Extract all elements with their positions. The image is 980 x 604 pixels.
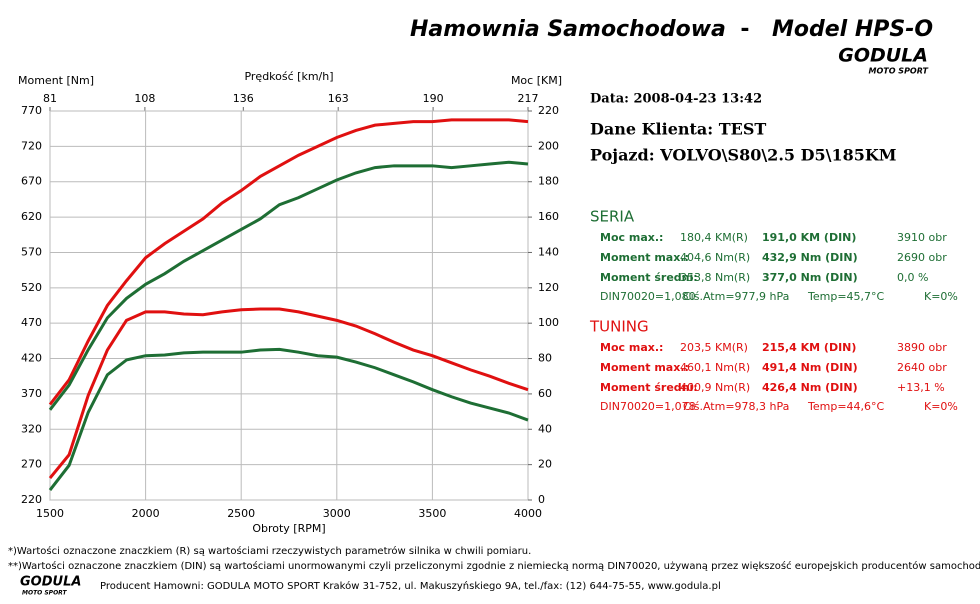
- y-tick-label: 420: [21, 352, 42, 365]
- panel-footer: DIN70020=1,080: [600, 290, 696, 303]
- panel-cell: Moment średni:: [600, 381, 698, 394]
- panel-footer: Temp=44,6°C: [807, 400, 885, 413]
- y2-tick-label: 80: [538, 352, 552, 365]
- panel-cell: 432,9 Nm (DIN): [762, 251, 858, 264]
- x-axis-label: Obroty [RPM]: [252, 522, 325, 535]
- y2-tick-label: 40: [538, 422, 552, 435]
- panel-cell: 400,9 Nm(R): [680, 381, 750, 394]
- panel-cell: 3890 obr: [897, 341, 947, 354]
- footnote: **)Wartości oznaczone znaczkiem (DIN) są…: [8, 560, 980, 572]
- panel-footer: Temp=45,7°C: [807, 290, 885, 303]
- y2-tick-label: 120: [538, 281, 559, 294]
- panel-footer: Ciś.Atm=977,9 hPa: [683, 290, 789, 303]
- panel-cell: 215,4 KM (DIN): [762, 341, 856, 354]
- y2-tick-label: 220: [538, 104, 559, 117]
- y-tick-label: 670: [21, 175, 42, 188]
- seria-panel: SERIA Moc max.: 180,4 KM(R) 191,0 KM (DIN) 3…: [590, 208, 958, 304]
- y-tick-label: 620: [21, 210, 42, 223]
- y-tick-label: 520: [21, 281, 42, 294]
- x-tick-label: 2000: [132, 507, 160, 520]
- panel-footer: Ciś.Atm=978,3 hPa: [683, 400, 789, 413]
- y-tick-label: 570: [21, 245, 42, 258]
- y-tick-label: 320: [21, 422, 42, 435]
- panel-cell: 180,4 KM(R): [680, 231, 748, 244]
- logo: GODULA: [838, 45, 928, 67]
- panel-cell: 426,4 Nm (DIN): [762, 381, 858, 394]
- y-tick-label: 470: [21, 316, 42, 329]
- panel-footer: DIN70020=1,078: [600, 400, 696, 413]
- separator: -: [740, 17, 749, 42]
- panel-cell: 0,0 %: [897, 271, 928, 284]
- x2-tick-label: 190: [423, 92, 444, 105]
- panel-cell: 2690 obr: [897, 251, 947, 264]
- panel-title: TUNING: [589, 318, 649, 336]
- panel-cell: +13,1 %: [897, 381, 945, 394]
- panel-cell: 353,8 Nm(R): [680, 271, 750, 284]
- y2-tick-label: 0: [538, 493, 545, 506]
- x-tick-label: 2500: [227, 507, 255, 520]
- model: Model HPS-O: [772, 17, 933, 42]
- tuning-panel: TUNING Moc max.: 203,5 KM(R) 215,4 KM (DIN)…: [589, 318, 958, 414]
- curve: [48, 347, 529, 492]
- y2-tick-label: 20: [538, 458, 552, 471]
- y-tick-label: 370: [21, 387, 42, 400]
- client: Dane Klienta: TEST: [590, 120, 766, 139]
- logo-sub: MOTO SPORT: [869, 67, 929, 76]
- x2-tick-label: 136: [233, 92, 254, 105]
- x-tick-label: 4000: [514, 507, 542, 520]
- y-tick-label: 720: [21, 139, 42, 152]
- panel-title: SERIA: [590, 208, 635, 226]
- panel-cell: 191,0 KM (DIN): [762, 231, 856, 244]
- x-tick-label: 3000: [323, 507, 351, 520]
- y2-tick-label: 200: [538, 139, 559, 152]
- panel-cell: 460,1 Nm(R): [680, 361, 750, 374]
- panel-cell: 203,5 KM(R): [680, 341, 748, 354]
- y-tick-label: 220: [21, 493, 42, 506]
- panel-cell: Moment max.:: [600, 361, 689, 374]
- panel-cell: Moment średni:: [600, 271, 698, 284]
- y2-tick-label: 60: [538, 387, 552, 400]
- y-tick-label: 770: [21, 104, 42, 117]
- panel-cell: 3910 obr: [897, 231, 947, 244]
- logo-sub: MOTO SPORT: [22, 590, 68, 597]
- curve: [48, 160, 529, 411]
- x2-tick-label: 81: [43, 92, 57, 105]
- panel-cell: Moc max.:: [600, 231, 663, 244]
- date: Data: 2008-04-23 13:42: [590, 92, 762, 107]
- x-tick-label: 3500: [418, 507, 446, 520]
- y-axis-label: Moment [Nm]: [18, 74, 94, 87]
- y-tick-label: 270: [21, 458, 42, 471]
- y2-axis-label: Moc [KM]: [511, 74, 562, 87]
- panel-cell: 404,6 Nm(R): [680, 251, 750, 264]
- plot-area: [49, 110, 529, 501]
- x2-tick-label: 217: [518, 92, 539, 105]
- y2-tick-label: 180: [538, 175, 559, 188]
- x2-tick-label: 108: [134, 92, 155, 105]
- footnote: *)Wartości oznaczone znaczkiem (R) są wa…: [8, 545, 531, 557]
- panel-cell: Moment max.:: [600, 251, 689, 264]
- x2-tick-label: 163: [328, 92, 349, 105]
- title: Hamownia Samochodowa: [410, 17, 726, 42]
- curve: [48, 118, 529, 406]
- vehicle: Pojazd: VOLVO\S80\2.5 D5\185KM: [590, 146, 896, 165]
- producer: Producent Hamowni: GODULA MOTO SPORT Kra…: [100, 580, 721, 592]
- panel-footer: K=0%: [924, 290, 958, 303]
- panel-cell: 491,4 Nm (DIN): [762, 361, 858, 374]
- y2-tick-label: 100: [538, 316, 559, 329]
- panel-cell: 377,0 Nm (DIN): [762, 271, 858, 284]
- panel-cell: Moc max.:: [600, 341, 663, 354]
- logo: GODULA: [20, 575, 81, 590]
- curve: [48, 307, 529, 480]
- panel-cell: 2640 obr: [897, 361, 947, 374]
- y2-tick-label: 160: [538, 210, 559, 223]
- x-tick-label: 1500: [36, 507, 64, 520]
- y2-tick-label: 140: [538, 245, 559, 258]
- panel-footer: K=0%: [924, 400, 958, 413]
- x2-axis-label: Prędkość [km/h]: [244, 70, 333, 83]
